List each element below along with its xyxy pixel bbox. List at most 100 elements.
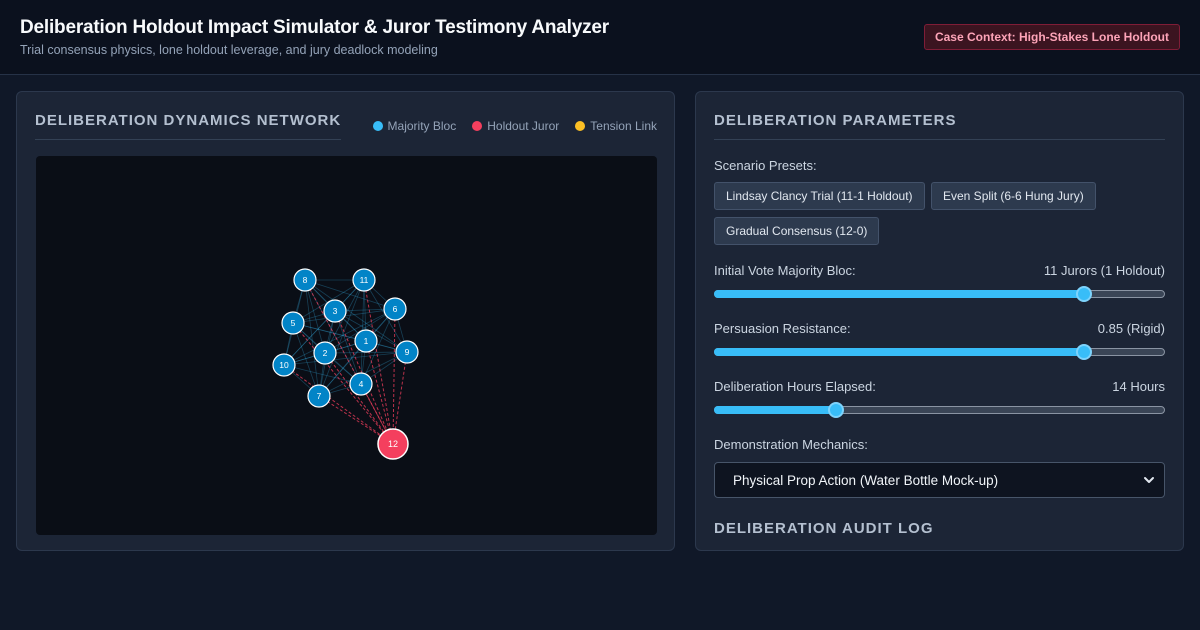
- majority-link: [283, 351, 408, 366]
- majority-bloc-label: Initial Vote Majority Bloc:: [714, 263, 856, 278]
- juror-label: 5: [291, 318, 296, 328]
- hours-elapsed-value: 14 Hours: [1112, 379, 1165, 394]
- hours-elapsed-label: Deliberation Hours Elapsed:: [714, 379, 876, 394]
- case-context-badge: Case Context: High-Stakes Lone Holdout: [923, 24, 1180, 50]
- majority-link: [292, 322, 408, 353]
- majority-link: [363, 279, 408, 353]
- tension-link: [283, 364, 394, 445]
- network-panel: Deliberation Dynamics Network Majority B…: [16, 91, 675, 551]
- juror-circle: [377, 428, 409, 460]
- legend-item-holdout: Holdout Juror: [472, 119, 559, 133]
- legend-item-majority: Majority Bloc: [372, 119, 457, 133]
- juror-node[interactable]: 5: [281, 311, 305, 335]
- juror-node[interactable]: 4: [349, 372, 373, 396]
- network-legend: Majority Bloc Holdout Juror Tension Link: [372, 119, 657, 133]
- juror-circle: [323, 299, 347, 323]
- juror-label: 7: [317, 391, 322, 401]
- app-header: Deliberation Holdout Impact Simulator & …: [0, 0, 1200, 75]
- tension-link: [363, 279, 394, 445]
- juror-circle: [293, 268, 317, 292]
- app-subtitle: Trial consensus physics, lone holdout le…: [20, 43, 438, 57]
- juror-label: 12: [388, 439, 398, 449]
- juror-node[interactable]: 2: [313, 341, 337, 365]
- juror-label: 11: [360, 275, 369, 285]
- juror-circle: [354, 329, 378, 353]
- juror-circle: [272, 353, 296, 377]
- majority-link: [283, 279, 365, 366]
- holdout-juror-node[interactable]: 12: [377, 428, 409, 460]
- juror-node[interactable]: 8: [293, 268, 317, 292]
- persuasion-resistance-value: 0.85 (Rigid): [1097, 321, 1165, 336]
- majority-bloc-slider[interactable]: [714, 286, 1165, 302]
- juror-circle: [313, 341, 337, 365]
- majority-link: [292, 322, 320, 397]
- majority-dot-icon: [372, 121, 383, 131]
- persuasion-resistance-label: Persuasion Resistance:: [714, 321, 851, 336]
- slider-thumb[interactable]: [827, 402, 844, 418]
- audit-log-title: Deliberation Audit Log: [714, 520, 934, 537]
- demonstration-mechanics-select[interactable]: Physical Prop Action (Water Bottle Mock-…: [714, 462, 1165, 498]
- holdout-dot-icon: [472, 121, 483, 131]
- slider-thumb[interactable]: [1075, 344, 1092, 360]
- app-title: Deliberation Holdout Impact Simulator & …: [20, 17, 609, 38]
- juror-circle: [395, 340, 419, 364]
- juror-circle: [281, 311, 305, 335]
- preset-button-even-split[interactable]: Even Split (6-6 Hung Jury): [931, 182, 1096, 210]
- majority-link: [318, 308, 396, 397]
- presets-label: Scenario Presets:: [714, 158, 817, 173]
- network-canvas[interactable]: 8 11 3 6 5 1 2 9 10 4 7 12: [36, 156, 657, 535]
- tension-link: [292, 322, 394, 445]
- juror-circle: [349, 372, 373, 396]
- majority-link: [360, 308, 396, 385]
- preset-button-gradual-consensus[interactable]: Gradual Consensus (12-0): [714, 217, 880, 245]
- majority-link: [334, 310, 362, 385]
- juror-node[interactable]: 1: [354, 329, 378, 353]
- juror-circle: [352, 268, 376, 292]
- juror-label: 6: [393, 304, 398, 314]
- juror-node[interactable]: 11: [352, 268, 376, 292]
- majority-link: [304, 279, 396, 310]
- majority-link: [318, 340, 367, 397]
- majority-link: [304, 279, 326, 354]
- slider-fill: [714, 406, 836, 414]
- network-title: Deliberation Dynamics Network: [35, 112, 342, 140]
- juror-node[interactable]: 3: [323, 299, 347, 323]
- juror-label: 4: [359, 379, 364, 389]
- tension-link: [392, 308, 396, 445]
- juror-label: 2: [323, 348, 328, 358]
- juror-circle: [307, 384, 331, 408]
- majority-link: [304, 279, 362, 385]
- hours-elapsed-slider[interactable]: [714, 402, 1165, 418]
- majority-link: [304, 279, 408, 353]
- chevron-down-icon: [1144, 477, 1154, 483]
- juror-label: 10: [279, 360, 289, 370]
- juror-node[interactable]: 6: [383, 297, 407, 321]
- legend-label-holdout: Holdout Juror: [487, 119, 560, 133]
- preset-button-lindsay-clancy[interactable]: Lindsay Clancy Trial (11-1 Holdout): [714, 182, 925, 210]
- slider-fill: [714, 290, 1084, 298]
- slider-fill: [714, 348, 1084, 356]
- legend-label-majority: Majority Bloc: [387, 119, 457, 133]
- tension-dot-icon: [575, 121, 586, 131]
- juror-label: 9: [405, 347, 410, 357]
- legend-label-tension: Tension Link: [590, 119, 657, 133]
- parameters-panel: Deliberation Parameters Scenario Presets…: [695, 91, 1184, 551]
- select-value: Physical Prop Action (Water Bottle Mock-…: [733, 473, 999, 488]
- juror-label: 1: [364, 336, 369, 346]
- juror-node[interactable]: 10: [272, 353, 296, 377]
- juror-circle: [383, 297, 407, 321]
- juror-label: 3: [333, 306, 338, 316]
- majority-bloc-value: 11 Jurors (1 Holdout): [1043, 263, 1165, 278]
- persuasion-resistance-slider[interactable]: [714, 344, 1165, 360]
- legend-item-tension: Tension Link: [575, 119, 657, 133]
- parameters-title: Deliberation Parameters: [714, 112, 1165, 140]
- majority-link: [304, 279, 320, 397]
- slider-thumb[interactable]: [1075, 286, 1092, 302]
- juror-node[interactable]: 7: [307, 384, 331, 408]
- juror-node[interactable]: 9: [395, 340, 419, 364]
- majority-link: [318, 279, 365, 397]
- majority-link: [283, 364, 362, 385]
- majority-link: [292, 322, 367, 342]
- demonstration-mechanics-label: Demonstration Mechanics:: [714, 437, 868, 452]
